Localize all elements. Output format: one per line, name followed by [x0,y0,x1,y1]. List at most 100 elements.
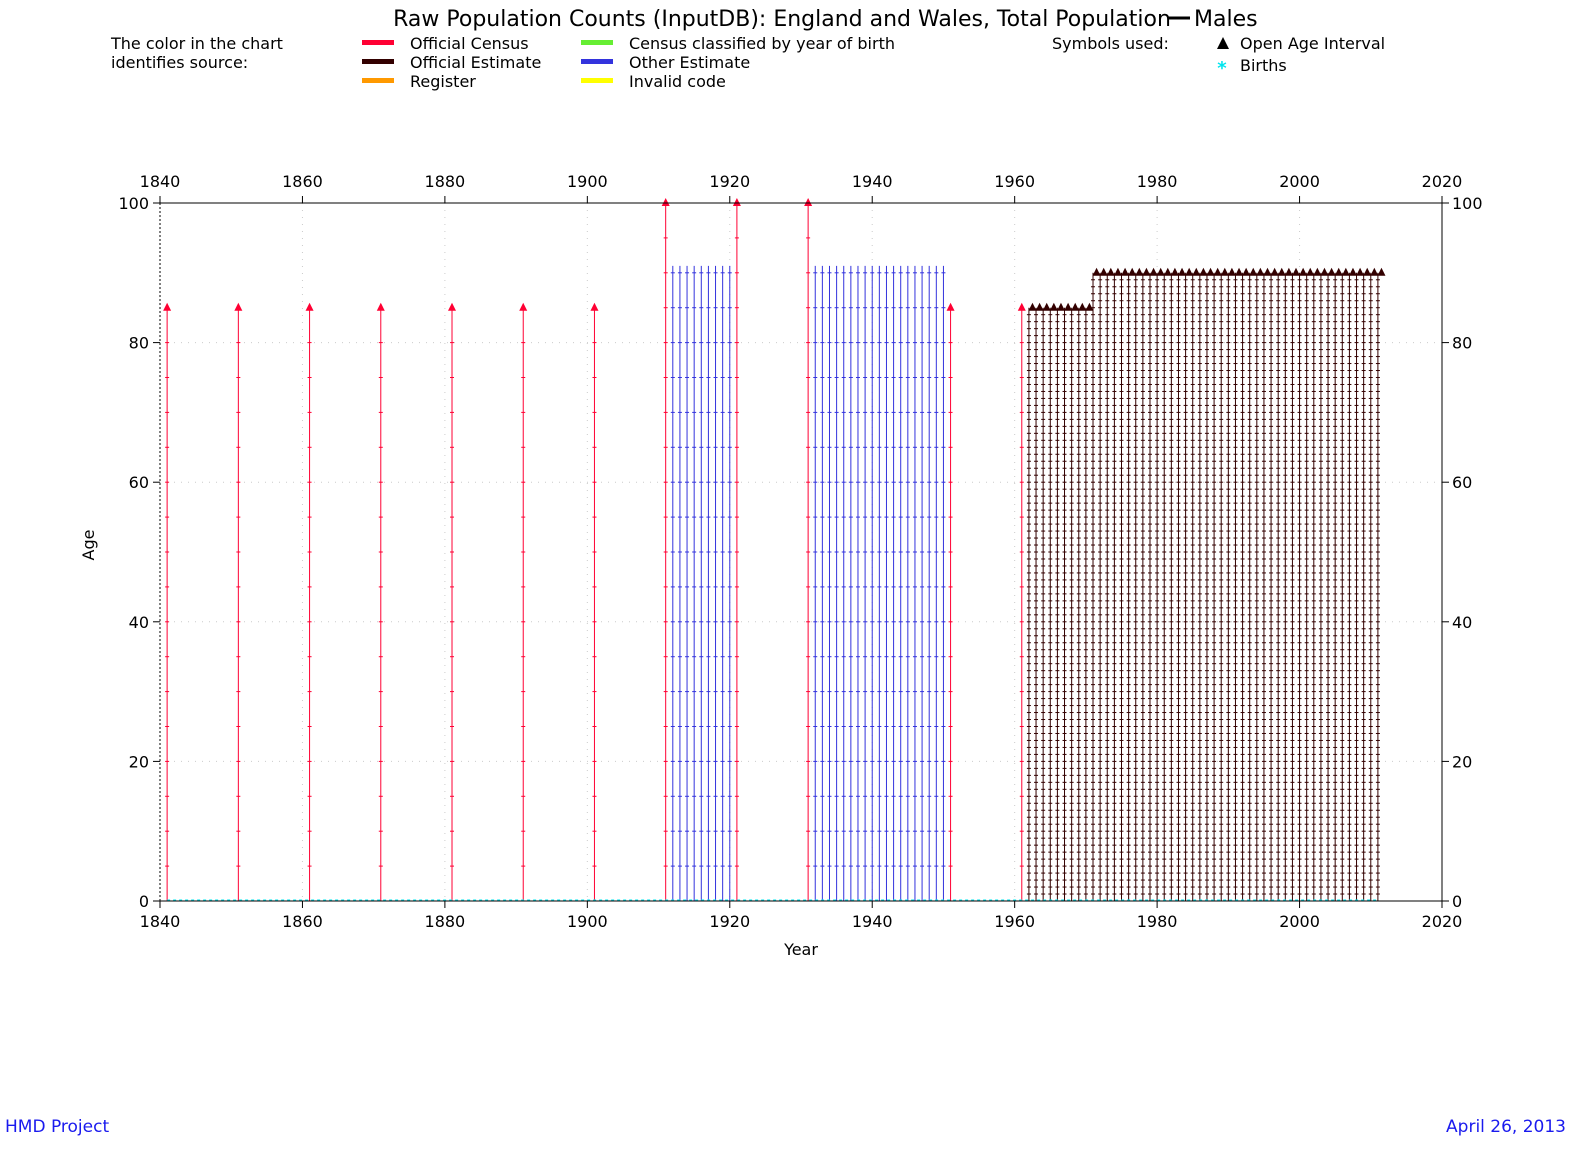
estimate-open-age-marker-1972 [1099,267,1108,276]
legend-label-4: Census classified by year of birth [629,34,895,53]
other-estimate-1920-age-points [727,272,732,902]
estimate-open-age-marker-2001 [1306,267,1315,276]
official-estimate-1970-age-points [1083,314,1088,902]
legend-label-6: Invalid code [629,72,726,91]
estimate-open-age-marker-1968 [1071,302,1080,311]
asterisk-icon: * [1217,58,1227,79]
other-estimate-1939-age-points [863,272,868,902]
symbol-label-births: Births [1240,56,1287,75]
official-estimate-2005-age-points [1333,279,1338,902]
triangle-icon [1217,37,1229,49]
estimate-open-age-marker-1977 [1135,267,1144,276]
census-open-age-marker-1851 [234,302,243,311]
estimate-open-age-marker-1998 [1284,267,1293,276]
official-estimate-1977-age-points [1133,279,1138,902]
estimate-open-age-marker-1966 [1056,302,1065,311]
official-estimate-2003-age-points [1318,279,1323,902]
census-1871-age-points [378,342,383,902]
official-estimate-1987-age-points [1204,279,1209,902]
estimate-open-age-marker-2003 [1320,267,1329,276]
census-open-age-marker-1951 [946,302,955,311]
legend-swatch-5 [581,59,613,64]
official-estimate-1999-age-points [1290,279,1295,902]
chart-title: Raw Population Counts (InputDB): England… [393,7,1171,32]
estimate-open-age-marker-1973 [1106,267,1115,276]
estimate-open-age-marker-1981 [1163,267,1172,276]
estimate-open-age-marker-1988 [1213,267,1222,276]
official-estimate-1994-age-points [1254,279,1259,902]
legend-label-1: Official Census [410,34,529,53]
estimate-open-age-marker-2005 [1334,267,1343,276]
estimate-open-age-marker-1979 [1149,267,1158,276]
official-estimate-1962-age-points [1026,314,1031,902]
estimate-open-age-marker-1962 [1028,302,1037,311]
other-estimate-1941-age-points [877,272,882,902]
official-estimate-2006-age-points [1340,279,1345,902]
estimate-open-age-marker-1980 [1156,267,1165,276]
estimate-open-age-marker-1996 [1270,267,1279,276]
census-open-age-marker-1961 [1017,302,1026,311]
estimate-open-age-marker-1964 [1042,302,1051,311]
estimate-open-age-marker-1969 [1078,302,1087,311]
estimate-open-age-marker-1967 [1064,302,1073,311]
official-estimate-1998-age-points [1283,279,1288,902]
estimate-open-age-marker-1984 [1185,267,1194,276]
estimate-open-age-marker-1989 [1220,267,1229,276]
other-estimate-1949-age-points [934,272,939,902]
census-open-age-marker-1911 [661,198,670,206]
estimate-open-age-marker-1991 [1235,267,1244,276]
census-open-age-marker-1841 [163,302,172,311]
estimate-open-age-marker-1995 [1263,267,1272,276]
official-estimate-1979-age-points [1147,279,1152,902]
official-estimate-1997-age-points [1276,279,1281,902]
legend-swatch-6 [581,78,613,83]
official-estimate-1980-age-points [1155,279,1160,902]
official-estimate-1992-age-points [1240,279,1245,902]
legend-swatch-2 [362,59,394,64]
official-estimate-1964-age-points [1041,314,1046,902]
estimate-open-age-marker-1992 [1242,267,1251,276]
official-estimate-1973-age-points [1105,279,1110,902]
official-estimate-1982-age-points [1169,279,1174,902]
legend-label-2: Official Estimate [410,53,541,72]
other-estimate-1942-age-points [884,272,889,902]
estimate-open-age-marker-1983 [1178,267,1187,276]
estimate-open-age-marker-1978 [1142,267,1151,276]
official-estimate-1965-age-points [1048,314,1053,902]
official-estimate-1976-age-points [1126,279,1131,902]
other-estimate-1944-age-points [898,272,903,902]
estimate-open-age-marker-2000 [1299,267,1308,276]
estimate-open-age-marker-2002 [1313,267,1322,276]
official-estimate-1981-age-points [1162,279,1167,902]
legend-label-3: Register [410,72,476,91]
legend-swatch-1 [362,40,394,45]
census-open-age-marker-1931 [804,198,813,206]
other-estimate-1945-age-points [905,272,910,902]
other-estimate-1912-age-points [670,272,675,902]
official-estimate-1991-age-points [1233,279,1238,902]
census-1931-age-points [806,237,811,902]
official-estimate-2004-age-points [1326,279,1331,902]
estimate-open-age-marker-1965 [1049,302,1058,311]
census-open-age-marker-1921 [732,198,741,206]
official-estimate-1968-age-points [1069,314,1074,902]
estimate-open-age-marker-1974 [1113,267,1122,276]
census-open-age-marker-1861 [305,302,314,311]
official-estimate-1996-age-points [1269,279,1274,902]
official-estimate-1967-age-points [1062,314,1067,902]
other-estimate-1938-age-points [855,272,860,902]
official-estimate-1995-age-points [1261,279,1266,902]
official-estimate-2001-age-points [1304,279,1309,902]
official-estimate-1993-age-points [1247,279,1252,902]
official-estimate-2002-age-points [1311,279,1316,902]
estimate-open-age-marker-1986 [1199,267,1208,276]
legend-label-5: Other Estimate [629,53,750,72]
chart-title-sex: Males [1194,7,1258,32]
estimate-open-age-marker-1963 [1035,302,1044,311]
estimate-open-age-marker-1994 [1256,267,1265,276]
other-estimate-1935-age-points [834,272,839,902]
official-estimate-1975-age-points [1119,279,1124,902]
census-1901-age-points [592,342,597,902]
estimate-open-age-marker-1976 [1128,267,1137,276]
